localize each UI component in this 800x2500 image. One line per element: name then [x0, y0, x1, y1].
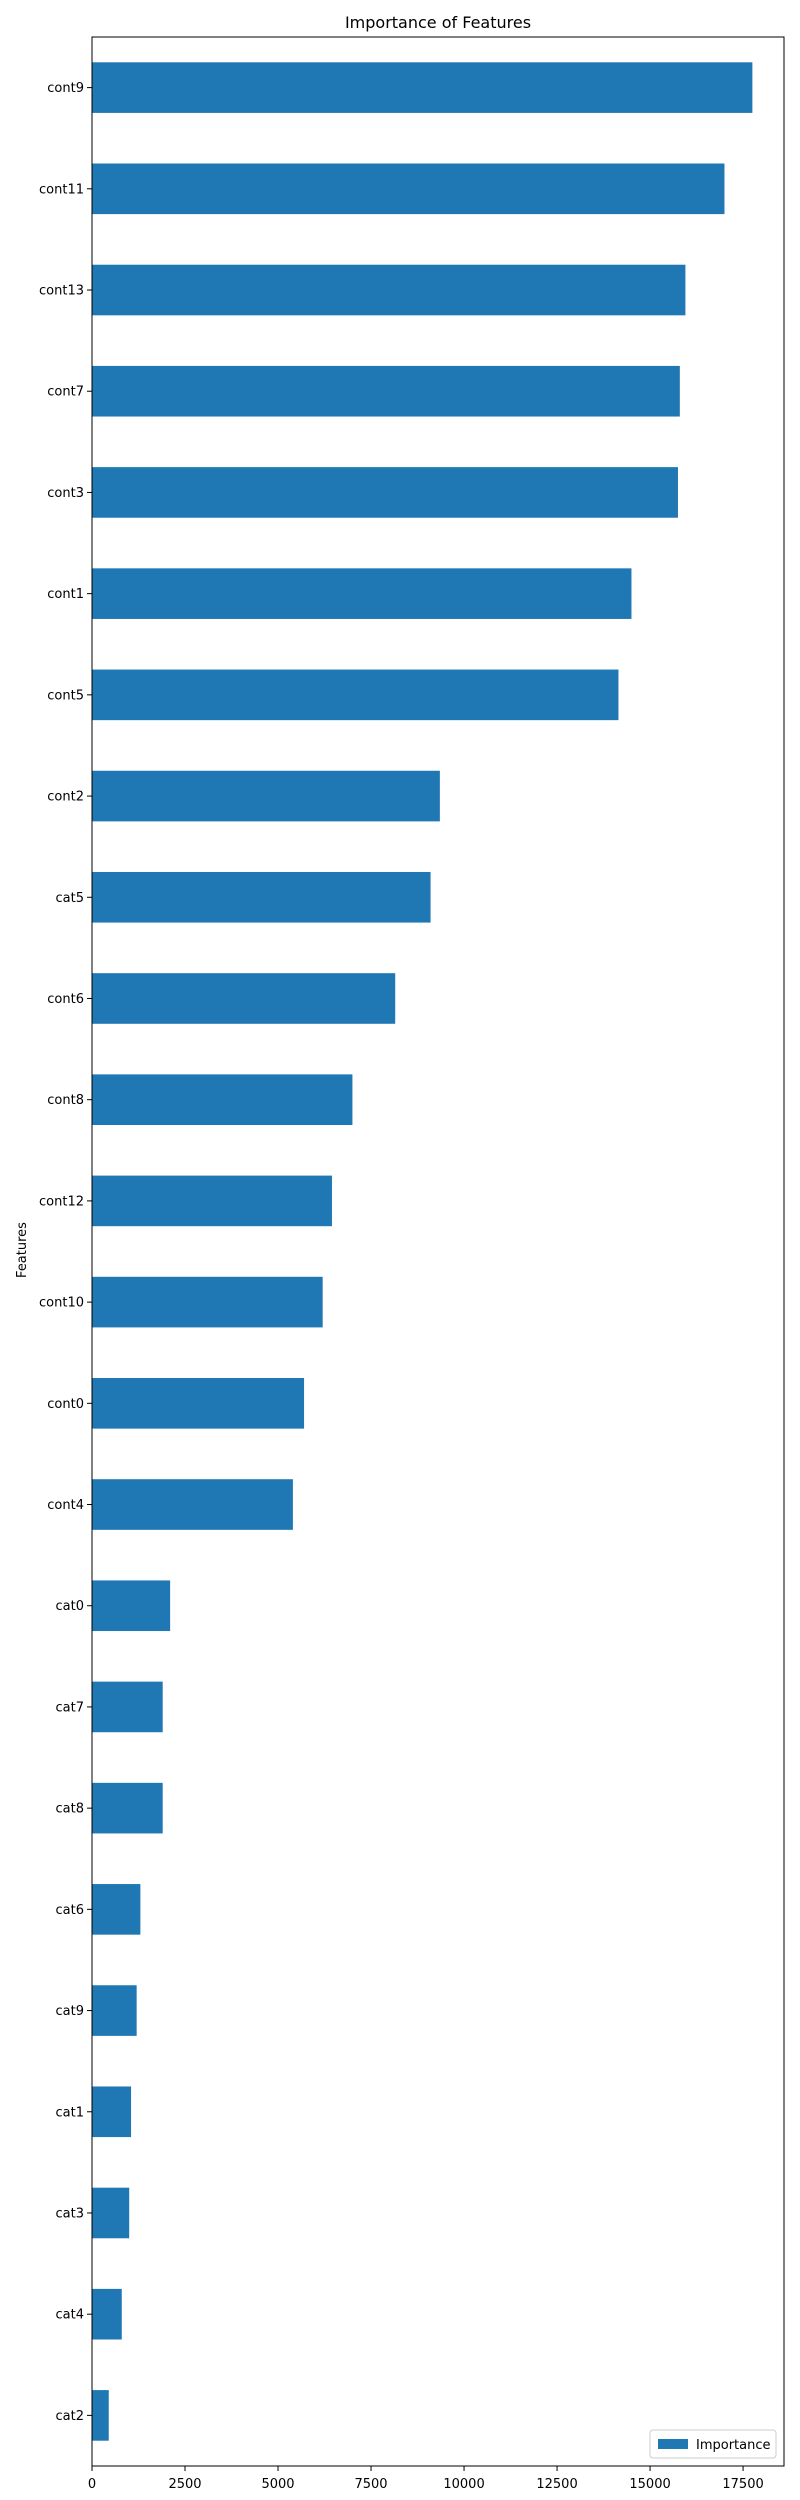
y-tick-label: cat1 [56, 2105, 84, 2120]
x-tick-label: 5000 [261, 2477, 294, 2492]
x-tick-label: 10000 [443, 2477, 484, 2492]
y-tick-label: cat9 [56, 2004, 84, 2019]
y-tick-label: cat0 [56, 1599, 84, 1614]
bar-cont10 [92, 1276, 323, 1328]
chart-title: Importance of Features [345, 13, 531, 32]
bar-cont12 [92, 1175, 332, 1227]
plot-frame [91, 36, 785, 2467]
bar-cont8 [92, 1074, 353, 1125]
y-tick-label: cat4 [56, 2308, 84, 2323]
y-tick-label: cat3 [56, 2206, 84, 2221]
bar-cont5 [92, 669, 619, 721]
y-axis-ticks: cont9 cont11 cont13 cont7 cont3 cont1 cont5 con… [39, 81, 92, 2424]
bar-cat0 [92, 1580, 171, 1632]
x-axis-ticks: 0 2500 5000 7500 10000 12500 15000 17500 [88, 2466, 764, 2492]
y-tick-label: cont12 [39, 1194, 84, 1209]
x-tick-label: 2500 [168, 2477, 201, 2492]
y-tick-label: cont0 [47, 1397, 84, 1412]
x-tick-label: 17500 [722, 2477, 763, 2492]
y-tick-label: cont3 [47, 486, 84, 501]
bar-cat1 [92, 2086, 132, 2138]
bar-cont2 [92, 770, 440, 822]
y-tick-label: cat8 [56, 1802, 84, 1817]
legend-label: Importance [696, 2438, 771, 2453]
bar-cat7 [92, 1681, 163, 1733]
y-tick-label: cont13 [39, 284, 84, 299]
bar-cont9 [92, 62, 753, 113]
bar-cat9 [92, 1985, 137, 2036]
legend: Importance [649, 2429, 777, 2459]
y-tick-label: cont10 [39, 1296, 84, 1311]
bar-cont13 [92, 264, 686, 316]
x-tick-label: 0 [88, 2477, 96, 2492]
bar-cont0 [92, 1378, 305, 1429]
legend-box [649, 2429, 777, 2459]
y-tick-label: cat6 [56, 1903, 84, 1918]
y-tick-label: cont6 [47, 992, 84, 1007]
y-tick-label: cat2 [56, 2409, 84, 2424]
y-tick-label: cont8 [47, 1093, 84, 1108]
y-tick-label: cont2 [47, 790, 84, 805]
bar-cat3 [92, 2187, 130, 2239]
bar-cont11 [92, 163, 725, 215]
bar-cat6 [92, 1884, 141, 1935]
bar-cont1 [92, 568, 632, 619]
y-axis-label: Features [15, 1222, 30, 1278]
y-tick-label: cont1 [47, 587, 84, 602]
y-tick-label: cont4 [47, 1498, 84, 1513]
y-tick-label: cont5 [47, 688, 84, 703]
y-tick-label: cat5 [56, 891, 84, 906]
bar-cat2 [92, 2390, 109, 2441]
bar-cat5 [92, 871, 431, 923]
x-tick-label: 15000 [629, 2477, 670, 2492]
y-tick-label: cont11 [39, 182, 84, 197]
x-tick-label: 12500 [536, 2477, 577, 2492]
bar-cat4 [92, 2288, 122, 2340]
y-tick-label: cat7 [56, 1700, 84, 1715]
y-tick-label: cont9 [47, 81, 84, 96]
bar-cont7 [92, 365, 680, 417]
bar-cat8 [92, 1782, 163, 1834]
legend-swatch [658, 2439, 688, 2449]
bar-cont4 [92, 1479, 293, 1530]
bar-cont3 [92, 467, 678, 518]
bar-cont6 [92, 973, 396, 1024]
bars-group [92, 62, 753, 2441]
x-tick-label: 7500 [354, 2477, 387, 2492]
y-tick-label: cont7 [47, 385, 84, 400]
